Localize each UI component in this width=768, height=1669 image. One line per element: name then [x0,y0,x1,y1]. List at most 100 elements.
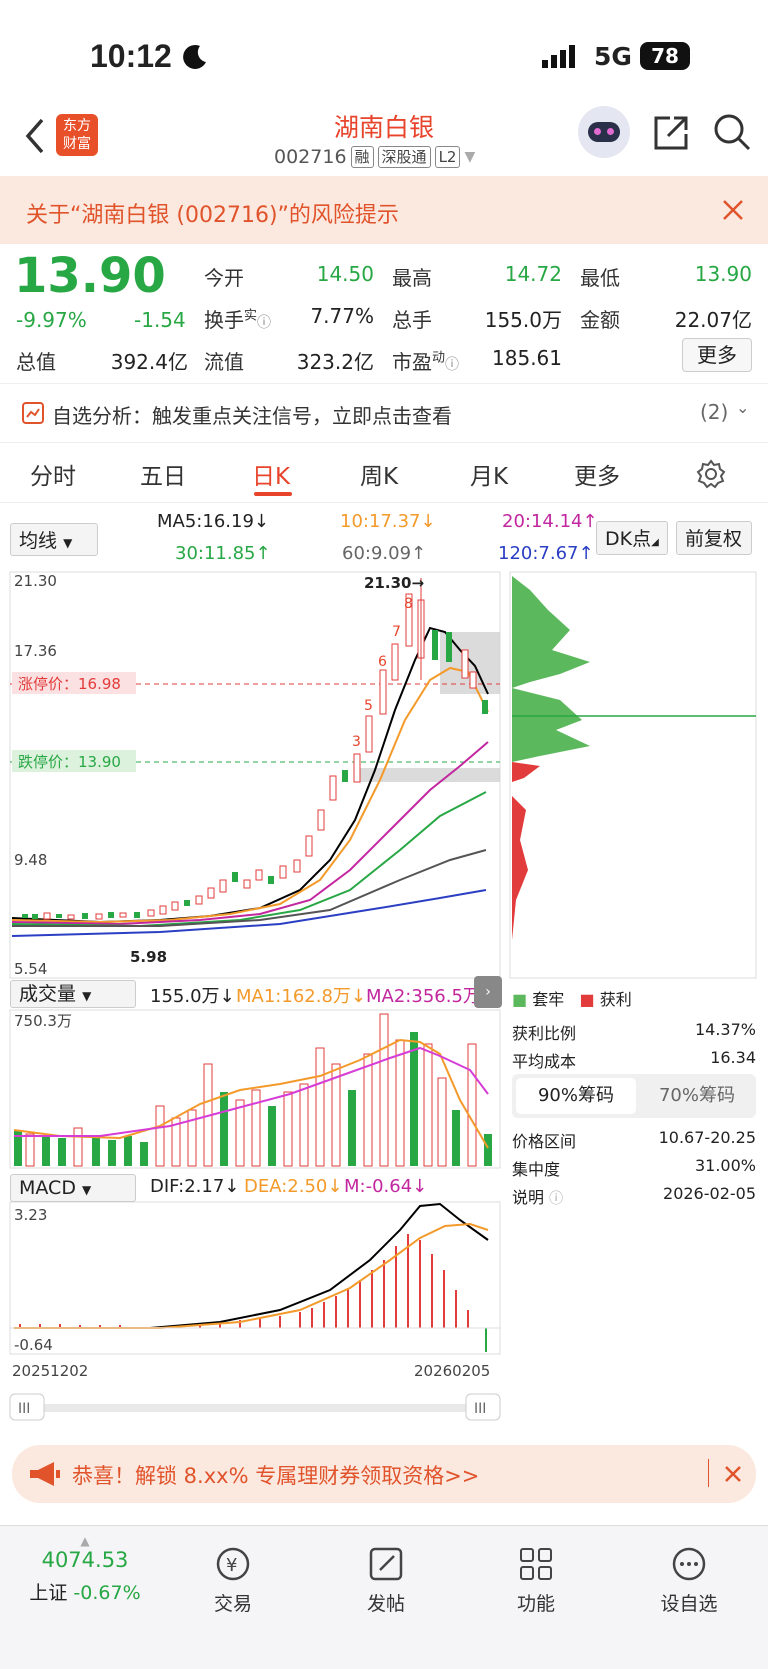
nav-trade-label: 交易 [213,1593,252,1615]
svg-text:III: III [474,1401,486,1417]
dif-line [14,1202,489,1329]
promo-text: 恭喜！解锁 8.xx% 专属理财券领取资格>> [72,1464,480,1488]
moon-icon [183,44,206,69]
risk-banner[interactable]: 关于“湖南白银 (002716)”的风险提示 [0,176,768,244]
svg-text:7: 7 [392,624,401,640]
connect-tag: 深股通 [377,146,431,168]
limit-up-tag [12,672,136,694]
caret-down-icon: ▼ [464,149,476,165]
tab-intraday[interactable]: 分时 [30,464,76,490]
analysis-count: (2) [700,400,729,424]
market-cap-value: 392.4亿 [110,350,188,374]
ma120-line [11,889,487,937]
range-handle-right[interactable] [465,1393,501,1421]
risk-text: 关于“湖南白银 (002716)”的风险提示 [26,203,399,228]
robot-avatar[interactable] [578,106,630,158]
nav-trade[interactable]: ¥ 交易 [183,1544,283,1616]
nav-post[interactable]: 发帖 [336,1544,436,1616]
macd-panel [9,1201,501,1355]
tab-monthly-k[interactable]: 月K [470,464,509,490]
chevron-down-icon: ⌄ [736,398,750,417]
y-label-bottom: 5.54 [14,960,47,978]
nav-add-watchlist-label: 设自选 [660,1593,718,1615]
legend-profit: 获利 [599,990,632,1009]
bottom-nav: ▲ 4074.53 上证 -0.67% ¥ 交易 发帖 功能 设自选 [0,1525,768,1669]
amount-label: 金额 [580,308,620,332]
more-button[interactable]: 更多 [682,338,752,372]
macd-select[interactable]: MACD ▼ [10,1174,140,1202]
limit-down-label: 跌停价：13.90 [18,753,121,771]
collapse-panel-icon[interactable]: › [474,976,502,1008]
chip-90-tab[interactable]: 90%筹码 [516,1078,636,1114]
open-value: 14.50 [316,262,374,286]
nav-add-watchlist[interactable]: 设自选 [639,1544,739,1616]
svg-text:3: 3 [352,734,361,750]
trade-icon: ¥ [216,1547,250,1581]
megaphone-icon [30,1462,60,1486]
close-icon[interactable] [722,199,744,221]
quote-panel: 13.90 -9.97% -1.54 总值 392.4亿 今开 14.50 最高… [0,244,768,384]
volume-label: 总手 [392,308,432,332]
signal-icon [542,45,575,68]
app-logo[interactable]: 东方 财富 [56,114,98,156]
vol-ma1-line [13,1038,489,1149]
profit-ratio-row: 获利比例 14.37% [512,1020,756,1043]
index-ticker[interactable]: ▲ 4074.53 上证 -0.67% [20,1534,150,1605]
float-value: 323.2亿 [296,350,374,374]
pe-value: 185.61 [492,346,562,370]
ma30-value: 30:11.85↑ [175,543,271,564]
ma-indicator-row: 均线 ▼ MA5:16.19↓ 10:17.37↓ 20:14.14↑ 30:1… [0,503,768,569]
tab-five-day[interactable]: 五日 [140,464,186,490]
macd-dea: DEA:2.50↓ [244,1176,343,1197]
svg-text:5: 5 [364,698,373,714]
support-zone [360,768,500,782]
open-label: 今开 [204,266,244,290]
concentration-row: 集中度 31.00% [512,1156,756,1179]
nav-functions[interactable]: 功能 [486,1544,586,1616]
tab-weekly-k[interactable]: 周K [360,464,399,490]
search-icon[interactable] [712,112,752,152]
info-icon: ⓘ [549,1191,564,1207]
tab-more[interactable]: 更多 [574,464,620,490]
stock-code: 002716 [274,146,347,168]
ma10-line [11,666,489,924]
vol-ma2-line [14,1046,489,1137]
change-amount: -1.54 [134,308,186,332]
note-row[interactable]: 说明 ⓘ 2026-02-05 [512,1184,756,1207]
pe-label: 市盈动ⓘ [392,350,460,374]
ma10-value: 10:17.37↓ [340,511,436,532]
index-name: 上证 [29,1582,68,1604]
high-label: 最高 [392,266,432,290]
chip-70-tab[interactable]: 70%筹码 [658,1085,735,1106]
volume-select[interactable]: 成交量 ▼ [10,980,140,1008]
stock-header: 东方 财富 湖南白银 002716 融 深股通 L2 ▼ [0,100,768,176]
active-tab-indicator [254,492,292,496]
y-label-3: 9.48 [14,851,47,869]
ma120-value: 120:7.67↑ [498,543,594,564]
range-handle-left[interactable] [9,1393,45,1421]
chip-legend: ■ 套牢 ■ 获利 [512,990,632,1009]
stock-subtitle[interactable]: 002716 融 深股通 L2 ▼ [274,146,475,168]
promo-banner[interactable]: 恭喜！解锁 8.xx% 专属理财券领取资格>> [12,1445,756,1503]
watchlist-analysis-row[interactable]: 自选分析：触发重点关注信号，立即点击查看 (2) ⌄ [0,385,768,443]
tab-daily-k[interactable]: 日K [252,464,291,490]
change-percent: -9.97% [16,308,87,332]
back-arrow-icon[interactable] [22,116,48,156]
forward-adjust-button[interactable]: 前复权 [676,521,752,555]
range-scrollbar[interactable] [14,1404,488,1412]
ma20-value: 20:14.14↑ [502,511,598,532]
logo-text-2: 财富 [63,136,91,152]
chip-distribution [512,576,756,940]
share-icon[interactable] [652,114,690,152]
close-icon[interactable] [724,1465,742,1483]
macd-top-label: 3.23 [14,1206,47,1224]
settings-gear-icon[interactable] [696,459,726,489]
current-price: 13.90 [14,248,166,304]
dk-point-button[interactable]: DK点◢ [596,521,668,555]
ma-select[interactable]: 均线 ▼ [10,523,98,556]
volume-value: 155.0万 [484,308,562,332]
candles [22,578,488,920]
price-range-row: 价格区间 10.67-20.25 [512,1128,756,1151]
status-bar: 10:12 5G 78 [0,0,768,100]
